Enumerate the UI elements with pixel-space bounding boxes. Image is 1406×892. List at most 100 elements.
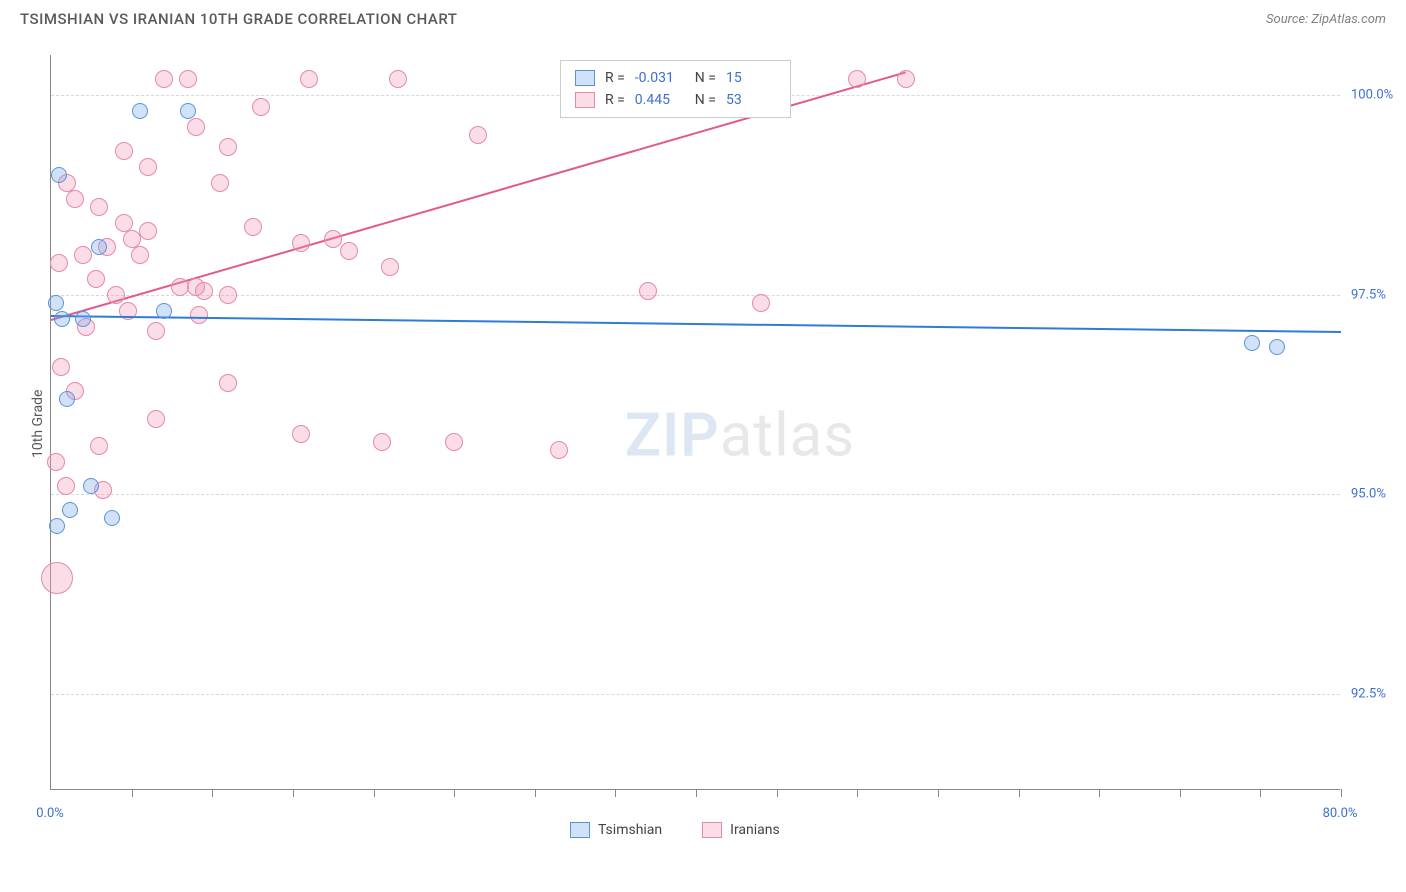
- data-point-tsimshian: [51, 167, 67, 183]
- y-axis-title: 10th Grade: [30, 389, 46, 457]
- swatch-tsimshian: [575, 70, 595, 86]
- y-tick-label: 92.5%: [1351, 687, 1386, 702]
- data-point-iranians: [123, 230, 141, 248]
- data-point-iranians: [90, 198, 108, 216]
- data-point-iranians: [469, 126, 487, 144]
- data-point-iranians: [57, 477, 75, 495]
- data-point-tsimshian: [83, 478, 99, 494]
- stat-n-label: N =: [695, 89, 716, 111]
- x-tick: [454, 789, 455, 797]
- data-point-iranians: [292, 425, 310, 443]
- gridline: [51, 295, 1340, 296]
- x-tick: [1260, 789, 1261, 797]
- data-point-iranians: [87, 270, 105, 288]
- y-tick-label: 100.0%: [1351, 87, 1393, 102]
- gridline: [51, 494, 1340, 495]
- data-point-iranians: [190, 306, 208, 324]
- data-point-tsimshian: [91, 239, 107, 255]
- data-point-tsimshian: [75, 311, 91, 327]
- data-point-tsimshian: [1244, 335, 1260, 351]
- data-point-iranians: [211, 174, 229, 192]
- stats-legend: R = -0.031 N = 15 R = 0.445 N = 53: [560, 60, 791, 118]
- data-point-iranians: [139, 158, 157, 176]
- data-point-iranians: [550, 441, 568, 459]
- trend-line-tsimshian: [51, 315, 1341, 333]
- legend-item-tsimshian: Tsimshian: [570, 822, 662, 838]
- series-legend: Tsimshian Iranians: [570, 822, 780, 838]
- data-point-tsimshian: [59, 391, 75, 407]
- data-point-iranians: [381, 258, 399, 276]
- data-point-iranians: [147, 322, 165, 340]
- stat-r-label: R =: [605, 67, 625, 89]
- y-tick-label: 97.5%: [1351, 287, 1386, 302]
- stat-r-value-iranians: 0.445: [635, 89, 685, 111]
- data-point-iranians: [219, 138, 237, 156]
- stats-row-tsimshian: R = -0.031 N = 15: [575, 67, 776, 89]
- data-point-iranians: [195, 282, 213, 300]
- data-point-iranians: [300, 70, 318, 88]
- x-tick: [696, 789, 697, 797]
- x-tick-label: 0.0%: [36, 806, 64, 821]
- data-point-iranians: [445, 433, 463, 451]
- x-tick: [938, 789, 939, 797]
- x-tick: [535, 789, 536, 797]
- data-point-iranians: [131, 246, 149, 264]
- data-point-tsimshian: [104, 510, 120, 526]
- y-tick-label: 95.0%: [1351, 487, 1386, 502]
- stats-row-iranians: R = 0.445 N = 53: [575, 89, 776, 111]
- x-tick: [374, 789, 375, 797]
- data-point-iranians: [848, 70, 866, 88]
- data-point-iranians: [41, 562, 73, 594]
- x-tick: [212, 789, 213, 797]
- x-tick: [1341, 789, 1342, 797]
- data-point-iranians: [639, 282, 657, 300]
- x-tick: [615, 789, 616, 797]
- data-point-iranians: [47, 453, 65, 471]
- data-point-iranians: [244, 218, 262, 236]
- data-point-iranians: [219, 286, 237, 304]
- data-point-iranians: [107, 286, 125, 304]
- data-point-iranians: [155, 70, 173, 88]
- swatch-iranians: [575, 92, 595, 108]
- gridline: [51, 694, 1340, 695]
- data-point-iranians: [389, 70, 407, 88]
- data-point-tsimshian: [132, 103, 148, 119]
- x-tick: [1019, 789, 1020, 797]
- data-point-iranians: [74, 246, 92, 264]
- x-tick: [132, 789, 133, 797]
- data-point-tsimshian: [1269, 339, 1285, 355]
- data-point-iranians: [292, 234, 310, 252]
- data-point-iranians: [179, 70, 197, 88]
- data-point-iranians: [66, 190, 84, 208]
- data-point-iranians: [340, 242, 358, 260]
- x-tick: [777, 789, 778, 797]
- swatch-iranians-icon: [702, 822, 722, 838]
- data-point-tsimshian: [62, 502, 78, 518]
- data-point-iranians: [90, 437, 108, 455]
- data-point-iranians: [752, 294, 770, 312]
- legend-label-iranians: Iranians: [730, 822, 780, 838]
- stat-r-label: R =: [605, 89, 625, 111]
- x-tick: [1099, 789, 1100, 797]
- x-tick: [1180, 789, 1181, 797]
- chart-source: Source: ZipAtlas.com: [1266, 12, 1386, 27]
- data-point-iranians: [52, 358, 70, 376]
- data-point-iranians: [115, 142, 133, 160]
- data-point-tsimshian: [180, 103, 196, 119]
- legend-label-tsimshian: Tsimshian: [598, 822, 662, 838]
- x-tick-label: 80.0%: [1323, 806, 1358, 821]
- data-point-iranians: [324, 230, 342, 248]
- data-point-iranians: [252, 98, 270, 116]
- stat-n-label: N =: [695, 67, 716, 89]
- data-point-iranians: [373, 433, 391, 451]
- data-point-tsimshian: [49, 518, 65, 534]
- data-point-tsimshian: [54, 311, 70, 327]
- data-point-iranians: [147, 410, 165, 428]
- stat-r-value-tsimshian: -0.031: [635, 67, 685, 89]
- x-tick: [857, 789, 858, 797]
- data-point-iranians: [50, 254, 68, 272]
- data-point-iranians: [897, 70, 915, 88]
- chart-title: TSIMSHIAN VS IRANIAN 10TH GRADE CORRELAT…: [20, 10, 457, 28]
- plot-area: 92.5%95.0%97.5%100.0%: [50, 55, 1340, 790]
- data-point-iranians: [139, 222, 157, 240]
